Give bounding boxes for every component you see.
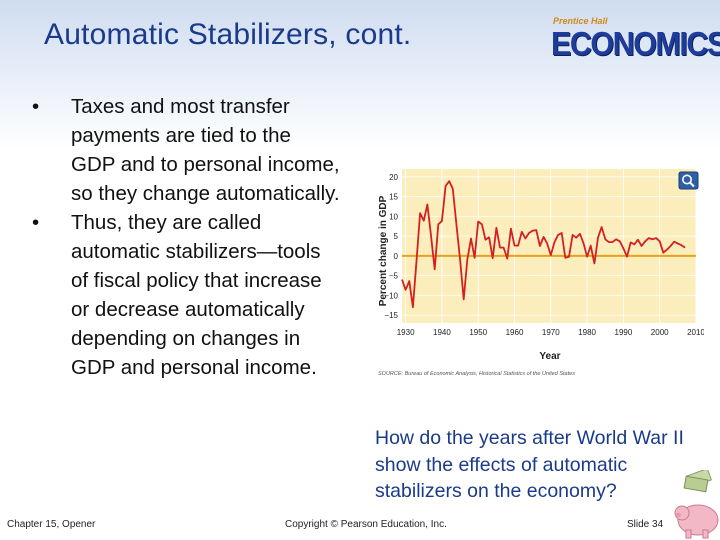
x-tick-label: 1930	[397, 328, 415, 337]
zoom-icon[interactable]	[678, 171, 699, 190]
y-tick-label: 10	[389, 212, 398, 221]
bullet-item: • Thus, they are called automatic stabil…	[30, 208, 340, 382]
bullet-text: Thus, they are called automatic stabiliz…	[71, 211, 322, 379]
series-line-gdp-change	[401, 180, 686, 309]
logo-word: ECONOMICS	[551, 25, 720, 62]
x-tick-label: 1940	[433, 328, 451, 337]
discussion-question: How do the years after World War II show…	[375, 427, 684, 502]
bullet-dot: •	[32, 211, 40, 234]
footer-chapter: Chapter 15, Opener	[7, 519, 96, 530]
bullet-list: • Taxes and most transfer payments are t…	[30, 92, 340, 382]
bullet-dot: •	[32, 95, 40, 118]
bullet-text: Taxes and most transfer payments are tie…	[71, 95, 340, 205]
y-tick-label: 0	[394, 252, 399, 261]
y-tick-label: −5	[389, 272, 399, 281]
y-tick-label: −15	[384, 311, 398, 320]
gdp-change-chart: 20 15 10 5 0 −5 −10 −15 1930 1940 1950 1960 1970 198…	[378, 169, 704, 377]
x-tick-label: 2010	[687, 328, 704, 337]
piggy-bank-icon	[674, 470, 719, 539]
x-tick-label: 1990	[615, 328, 633, 337]
plot-background	[402, 169, 696, 323]
footer-slide-number: Slide 34	[627, 519, 664, 530]
x-tick-label: 1980	[578, 328, 596, 337]
x-tick-labels: 1930 1940 1950 1960 1970 1980 1990 2000 2010	[397, 328, 704, 337]
y-tick-label: 20	[389, 173, 398, 182]
x-tick-label: 2000	[651, 328, 669, 337]
bullet-item: • Taxes and most transfer payments are t…	[30, 92, 340, 208]
x-tick-label: 1970	[542, 328, 560, 337]
footer-copyright: Copyright © Pearson Education, Inc.	[285, 519, 447, 530]
y-tick-label: 15	[389, 193, 398, 202]
x-axis-label: Year	[539, 351, 560, 362]
slide-title: Automatic Stabilizers, cont.	[44, 18, 412, 51]
y-tick-labels: 20 15 10 5 0 −5 −10 −15	[384, 173, 398, 320]
logo-brand: Prentice Hall	[553, 16, 608, 26]
x-tick-label: 1960	[506, 328, 524, 337]
y-tick-label: 5	[394, 232, 399, 241]
chart-source: SOURCE: Bureau of Economic Analysis, His…	[378, 371, 575, 377]
y-axis-label: Percent change in GDP	[378, 195, 389, 306]
x-tick-label: 1950	[469, 328, 487, 337]
economics-logo: Prentice Hall ECONOMICS	[549, 16, 720, 64]
y-tick-label: −10	[384, 291, 398, 300]
